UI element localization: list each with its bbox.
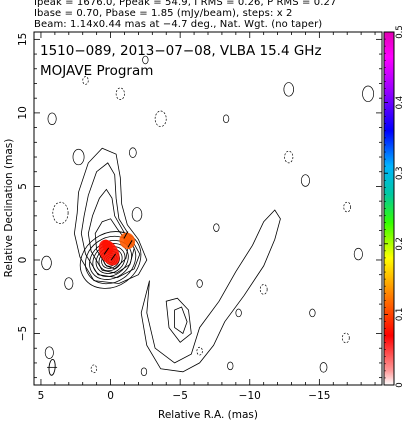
noise-contour-26	[47, 112, 57, 125]
y-tick-label: 5	[17, 183, 29, 190]
noise-contour-20	[227, 361, 234, 371]
evpa-tick-2	[103, 247, 110, 255]
noise-contour-11	[300, 174, 310, 187]
noise-contour-23	[44, 346, 54, 359]
header-line-3: Beam: 1.14x0.44 mas at −4.7 deg., Nat. W…	[34, 19, 323, 30]
colorbar-tick-label: 0.3	[395, 166, 405, 180]
extended-contour-2	[174, 306, 188, 335]
x-tick-label: 0	[107, 390, 114, 402]
noise-contour-16	[235, 308, 242, 318]
noise-contour-13	[362, 85, 374, 102]
noise-contour-15	[259, 284, 268, 295]
noise-contour-25	[140, 367, 148, 377]
jet-contour-0	[73, 147, 148, 284]
noise-contour-2	[72, 148, 85, 166]
noise-contour-21	[196, 346, 203, 356]
extended-contour-0	[140, 209, 281, 373]
noise-contour-0	[52, 201, 69, 224]
noise-contour-27	[82, 76, 89, 85]
jet-contour-1	[80, 162, 141, 279]
y-tick-label: −5	[17, 326, 29, 341]
noise-contour-18	[341, 332, 350, 344]
noise-contour-28	[196, 279, 203, 288]
colorbar-tick-label: 0	[395, 382, 405, 387]
header-line-1: Ipeak = 1676.0, Ppeak = 54.9, I RMS = 0.…	[34, 0, 337, 8]
noise-contour-8	[222, 114, 230, 124]
evpa-tick-1	[127, 240, 133, 248]
header-line-2: Ibase = 0.70, Pbase = 1.85 (mJy/beam), s…	[34, 8, 293, 19]
plot-frame	[33, 31, 383, 386]
noise-contour-24	[90, 364, 97, 374]
noise-contour-3	[115, 87, 125, 100]
plot-title: 1510−089, 2013−07−08, VLBA 15.4 GHz	[40, 43, 322, 59]
evpa-tick-0	[123, 231, 129, 239]
noise-contour-9	[284, 150, 294, 164]
noise-contour-6	[154, 110, 167, 127]
noise-contour-19	[319, 362, 328, 373]
evpa-tick-3	[110, 253, 117, 261]
x-tick-label: 5	[38, 390, 45, 402]
polarization-patch-3	[123, 235, 133, 245]
x-axis-label: Relative R.A. (mas)	[158, 409, 258, 421]
plot-subtitle: MOJAVE Program	[40, 63, 153, 79]
x-tick-label: −15	[308, 390, 330, 402]
y-tick-label: 15	[17, 33, 29, 46]
plot-area: 5 0 −5 −10 −15 −5 0 5 10 15 1510−089, 2013−07−08,…	[17, 31, 383, 402]
noise-contour-7	[142, 55, 149, 65]
noise-contour-14	[353, 247, 363, 261]
core-contour-0	[79, 231, 142, 289]
noise-contour-12	[343, 201, 352, 213]
colorbar-tick-label: 0.1	[395, 308, 405, 322]
y-axis-label: Relative Declination (mas)	[3, 139, 15, 278]
noise-contour-22	[64, 277, 74, 290]
colorbar-tick-label: 0.5	[395, 25, 405, 39]
extended-contour-1	[165, 297, 192, 343]
noise-contour-17	[309, 308, 316, 318]
colorbar: 0 0.1 0.2 0.3 0.4 0.5	[383, 25, 405, 388]
x-tick-label: −10	[239, 390, 261, 402]
noise-contour-1	[41, 255, 52, 271]
colorbar-tick-label: 0.4	[395, 96, 405, 110]
y-tick-label: 0	[17, 257, 29, 264]
x-tick-label: −5	[172, 390, 187, 402]
noise-contour-4	[129, 147, 137, 158]
noise-contour-29	[213, 223, 220, 232]
noise-contour-5	[131, 207, 143, 222]
polarization-patch-1	[102, 239, 114, 254]
colorbar-tick-label: 0.2	[395, 237, 405, 251]
noise-contour-10	[283, 82, 294, 97]
y-tick-label: 10	[17, 106, 29, 119]
